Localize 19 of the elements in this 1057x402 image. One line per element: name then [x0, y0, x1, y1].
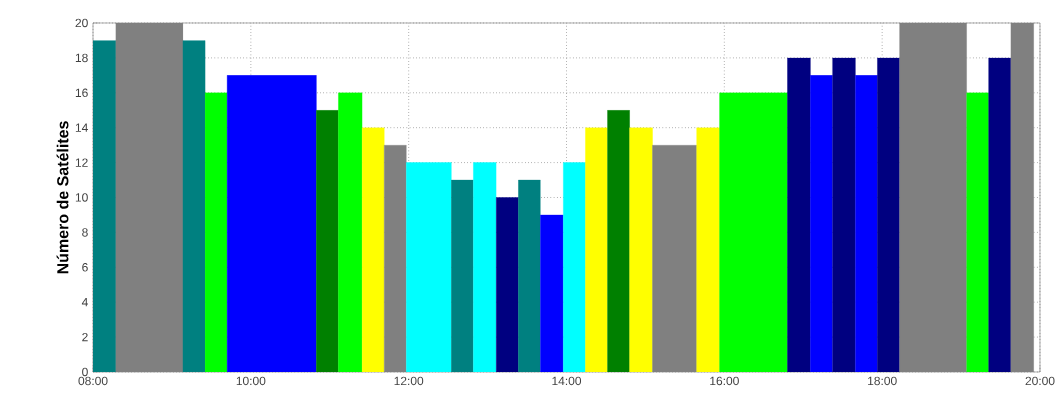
x-tick-label: 20:00	[1025, 376, 1055, 386]
x-tick-label: 18:00	[868, 376, 897, 386]
y-tick-label: 14	[75, 123, 88, 132]
y-tick-label: 4	[81, 298, 88, 307]
y-tick-label: 20	[75, 18, 88, 28]
y-tick-label: 0	[82, 367, 88, 377]
y-tick-label: 18	[75, 53, 88, 63]
x-tick-label: 12:00	[394, 376, 424, 386]
x-tick-label: 10:00	[236, 376, 266, 386]
x-tick-label: 16:00	[710, 376, 739, 386]
y-tick-label: 16	[75, 88, 88, 98]
x-tick-label: 08:00	[78, 376, 108, 386]
y-axis-title: Número de Satélites	[56, 121, 69, 274]
x-tick-label: 14:00	[552, 376, 582, 386]
y-tick-label: 8	[82, 228, 88, 237]
y-tick-label: 2	[82, 332, 88, 342]
y-tick-label: 12	[75, 158, 88, 167]
y-tick-label: 10	[75, 193, 88, 202]
y-tick-label: 6	[82, 263, 88, 272]
